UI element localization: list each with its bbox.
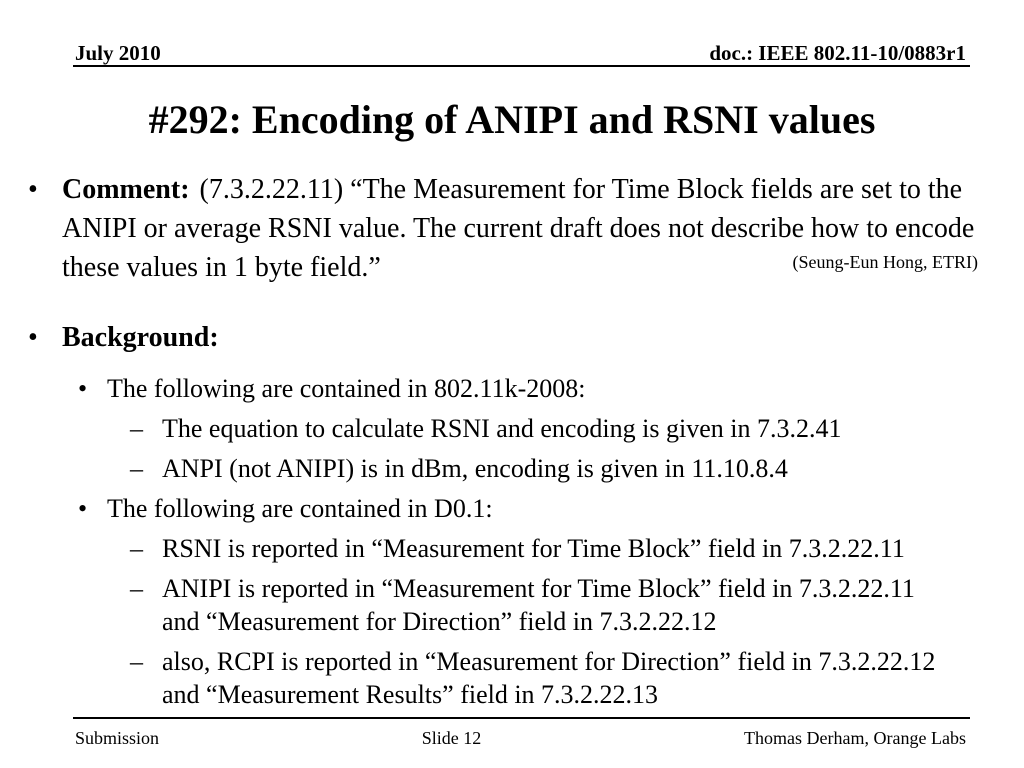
footer-author: Thomas Derham, Orange Labs [744,728,966,748]
list-item: • The following are contained in D0.1: [0,492,1014,525]
footer-slide-number: Slide 12 [421,728,482,748]
bullet-icon: • [78,374,88,403]
list-item: – The equation to calculate RSNI and enc… [0,412,1014,445]
dash-icon: – [130,647,143,676]
list-item-text: and “Measurement for Direction” field in… [162,607,717,636]
list-item: • The following are contained in 802.11k… [0,372,1014,405]
footer-submission: Submission [75,728,160,748]
comment-label: Comment: [62,174,190,205]
list-item-text: ANPI (not ANIPI) is in dBm, encoding is … [162,454,788,483]
slide-header: July 2010 doc.: IEEE 802.11-10/0883r1 [75,42,966,64]
comment-line-text: (7.3.2.22.11) “The Measurement for Time … [199,174,963,205]
slide-title: #292: Encoding of ANIPI and RSNI values [148,97,876,142]
comment-block: • Comment: (7.3.2.22.11) “The Measurement… [0,170,1004,287]
comment-attribution: (Seung-Eun Hong, ETRI) [792,252,978,272]
comment-text: Comment: (7.3.2.22.11) “The Measurement f… [62,170,1004,287]
list-item: – also, RCPI is reported in “Measurement… [0,645,1014,711]
header-date: July 2010 [75,41,161,65]
comment-line: these values in 1 byte field.” [62,252,381,283]
bullet-icon: • [78,494,88,523]
comment-line: ANIPI or average RSNI value. The current… [62,213,975,244]
background-label: Background: [62,322,219,353]
list-item-text: also, RCPI is reported in “Measurement f… [162,647,936,676]
list-item-text: RSNI is reported in “Measurement for Tim… [162,534,905,563]
dash-icon: – [130,534,143,563]
dash-icon: – [130,574,143,603]
list-item: – RSNI is reported in “Measurement for T… [0,532,1014,565]
header-rule [73,65,970,67]
dash-icon: – [130,414,143,443]
bullet-icon: • [28,322,38,353]
slide-footer: Submission Slide 12 Thomas Derham, Orang… [75,727,966,749]
dash-icon: – [130,454,143,483]
list-item-text: The following are contained in D0.1: [107,494,493,523]
comment-line: Comment: (7.3.2.22.11) “The Measurement f… [62,170,1004,209]
footer-rule [73,717,970,719]
list-item: – ANPI (not ANIPI) is in dBm, encoding i… [0,452,1014,485]
background-list: • The following are contained in 802.11k… [0,372,1014,718]
list-item-text: ANIPI is reported in “Measurement for Ti… [162,574,915,603]
header-doc-number: doc.: IEEE 802.11-10/0883r1 [709,41,966,65]
list-item: – ANIPI is reported in “Measurement for … [0,572,1014,638]
list-item-text: The following are contained in 802.11k-2… [107,374,586,403]
bullet-icon: • [28,174,38,205]
list-item-text: The equation to calculate RSNI and encod… [162,414,842,443]
list-item-text: and “Measurement Results” field in 7.3.2… [162,680,659,709]
background-heading: • Background: [0,318,219,357]
